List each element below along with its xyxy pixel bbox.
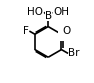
Text: HO: HO [27, 7, 43, 17]
Text: O: O [63, 26, 71, 36]
Text: F: F [23, 26, 29, 36]
Text: B: B [45, 11, 52, 21]
Text: OH: OH [53, 7, 69, 17]
Text: Br: Br [68, 48, 80, 58]
